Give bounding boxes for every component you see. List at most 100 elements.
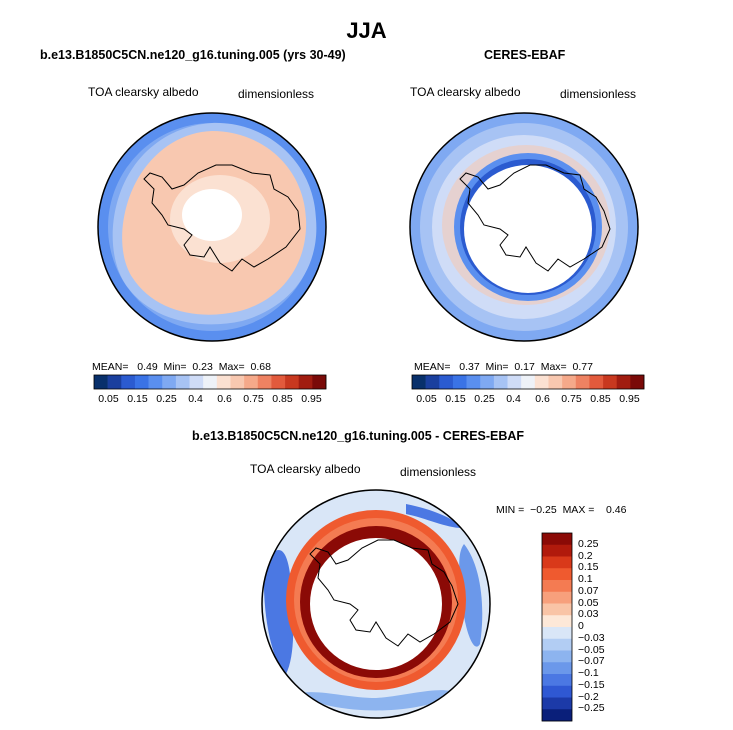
colorbar-swatch	[534, 375, 549, 389]
colorbar-swatch	[542, 650, 572, 663]
colorbar-swatch	[548, 375, 563, 389]
colorbar-swatch	[244, 375, 259, 389]
colorbar-swatch	[542, 709, 572, 722]
colorbar-swatch	[542, 674, 572, 687]
colorbar-tick-label: 0.85	[590, 393, 611, 405]
panel-diff-title: b.e13.B1850C5CN.ne120_g16.tuning.005 - C…	[192, 429, 525, 443]
colorbar-swatch	[271, 375, 286, 389]
colorbar-swatch	[312, 375, 327, 389]
antarctica-coastline	[459, 164, 611, 272]
colorbar-tick-label: −0.1	[578, 667, 599, 679]
colorbar-swatch	[542, 591, 572, 604]
colorbar-swatch	[175, 375, 190, 389]
colorbar-swatch	[493, 375, 508, 389]
colorbar-swatch	[521, 375, 536, 389]
colorbar-swatch	[285, 375, 300, 389]
colorbar-tick-label: 0.15	[578, 561, 599, 574]
panel-diff-units-label: dimensionless	[400, 465, 477, 479]
colorbar-tick-label: 0.85	[272, 393, 293, 405]
panel-diff-stats: MIN = −0.25 MAX = 0.46	[496, 504, 626, 516]
panel-obs-title: CERES-EBAF	[484, 48, 566, 62]
colorbar-swatch	[452, 375, 467, 389]
colorbar-swatch	[575, 375, 590, 389]
min-value: −0.25	[530, 504, 557, 516]
colorbar-swatch	[542, 568, 572, 581]
colorbar-tick-label: 0.25	[474, 393, 495, 405]
colorbar-swatch	[603, 375, 618, 389]
colorbar-model-labels: 0.05 0.15 0.25 0.4 0.6 0.75 0.85 0.95	[94, 393, 326, 407]
colorbar-swatch	[630, 375, 645, 389]
map-boundary	[261, 489, 491, 719]
panel-obs-stats: MEAN= 0.37 Min= 0.17 Max= 0.77	[414, 361, 593, 373]
colorbar-swatch	[542, 615, 572, 628]
map-boundary	[97, 112, 327, 342]
min-value: 0.23	[192, 361, 213, 373]
max-value: 0.68	[250, 361, 271, 373]
panel-obs-units-label: dimensionless	[560, 87, 637, 101]
colorbar-swatch	[230, 375, 245, 389]
colorbar-swatch	[148, 375, 163, 389]
polar-hole	[464, 165, 592, 293]
colorbar-swatch	[480, 375, 495, 389]
panel-obs-map	[409, 112, 639, 342]
colorbar-tick-label: 0.15	[127, 393, 148, 405]
colorbar-model	[93, 374, 327, 390]
colorbar-tick-label: 0.03	[578, 608, 599, 621]
colorbar-swatch	[298, 375, 313, 389]
colorbar-tick-label: 0.75	[561, 393, 582, 405]
colorbar-swatch	[134, 375, 149, 389]
min-value: 0.17	[514, 361, 535, 373]
colorbar-obs	[411, 374, 645, 390]
colorbar-swatch	[589, 375, 604, 389]
colorbar-swatch	[189, 375, 204, 389]
mean-label: MEAN=	[92, 361, 129, 373]
colorbar-swatch	[542, 627, 572, 640]
colorbar-tick-label: −0.03	[578, 631, 605, 644]
colorbar-swatch	[542, 533, 572, 546]
max-value: 0.46	[606, 504, 627, 516]
colorbar-tick-label: −0.05	[578, 643, 605, 656]
colorbar-tick-label: 0.05	[98, 393, 119, 405]
mean-value: 0.37	[459, 361, 480, 373]
max-value: 0.77	[572, 361, 593, 373]
colorbar-swatch	[507, 375, 522, 389]
min-label: Min=	[163, 361, 187, 373]
antarctica-coastline	[143, 164, 301, 272]
colorbar-swatch	[203, 375, 218, 389]
polar-hole	[182, 189, 242, 241]
panel-model-title: b.e13.B1850C5CN.ne120_g16.tuning.005 (yr…	[40, 48, 346, 62]
colorbar-tick-label: 0.6	[535, 393, 550, 405]
panel-model-map	[97, 112, 327, 342]
negative-bias-region-west	[263, 550, 294, 674]
mean-label: MEAN=	[414, 361, 451, 373]
colorbar-tick-label: −0.15	[578, 678, 605, 691]
colorbar-border	[93, 374, 327, 390]
colorbar-tick-label: 0.15	[445, 393, 466, 405]
colorbar-tick-label: 0.75	[243, 393, 264, 405]
colorbar-tick-label: 0.05	[416, 393, 437, 405]
colorbar-border	[541, 532, 573, 722]
mean-value: 0.49	[137, 361, 158, 373]
colorbar-swatch	[542, 662, 572, 675]
colorbar-tick-label: 0.95	[301, 393, 322, 405]
panel-diff-variable-label: TOA clearsky albedo	[250, 462, 361, 476]
colorbar-swatch	[542, 603, 572, 616]
colorbar-swatch	[542, 638, 572, 651]
min-label: Min=	[485, 361, 509, 373]
polar-hole	[310, 538, 442, 670]
colorbar-tick-label: 0.25	[156, 393, 177, 405]
figure-title: JJA	[346, 18, 387, 43]
colorbar-tick-label: 0	[578, 620, 584, 632]
map-boundary	[409, 112, 639, 342]
max-label: Max=	[540, 361, 567, 373]
colorbar-swatch	[257, 375, 272, 389]
colorbar-swatch	[94, 375, 108, 389]
colorbar-swatch	[425, 375, 440, 389]
colorbar-tick-label: 0.6	[217, 393, 232, 405]
panel-diff-map	[261, 489, 491, 719]
colorbar-swatch	[542, 685, 572, 698]
colorbar-tick-label: 0.2	[578, 549, 593, 562]
panel-model-units-label: dimensionless	[238, 87, 315, 101]
colorbar-swatch	[542, 580, 572, 593]
colorbar-swatch	[542, 556, 572, 569]
